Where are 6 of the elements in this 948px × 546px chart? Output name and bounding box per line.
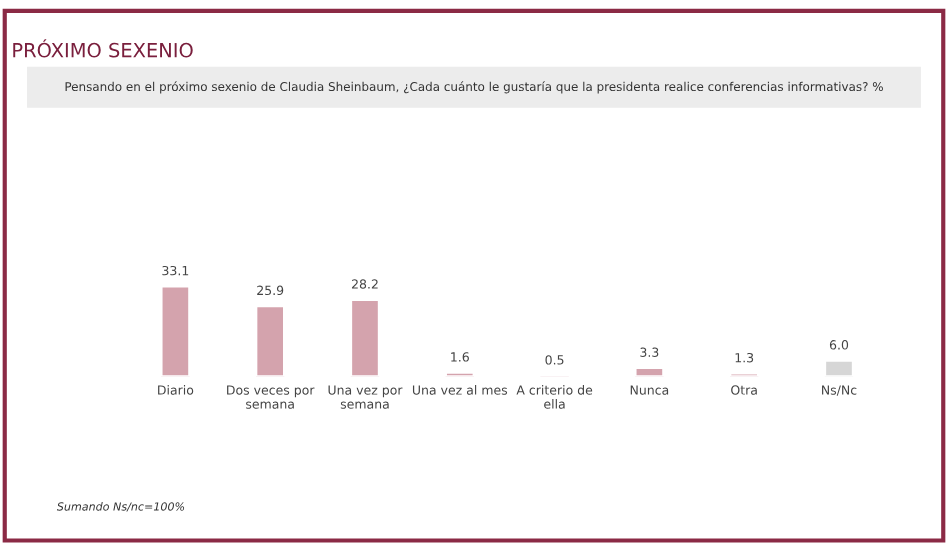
bar [633,366,665,377]
bar [823,358,855,377]
chart-title: PRÓXIMO SEXENIO [13,39,193,58]
bar [349,298,381,377]
bar [159,286,191,377]
bar [254,304,286,377]
